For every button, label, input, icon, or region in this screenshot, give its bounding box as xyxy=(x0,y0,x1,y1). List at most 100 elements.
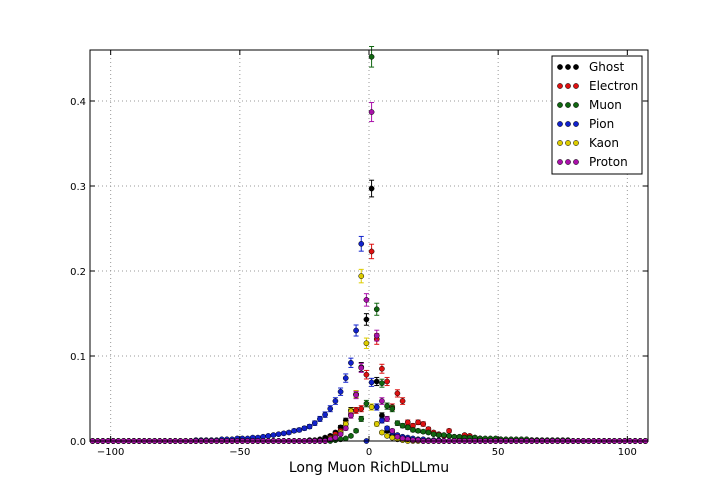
ticks: −100 −50 0 50 100 0.0 0.1 0.2 0.3 0.4 xyxy=(70,50,648,458)
data-point xyxy=(410,427,416,433)
y-tick-label: 0.4 xyxy=(70,97,86,108)
data-point xyxy=(415,419,421,426)
data-point xyxy=(358,405,365,412)
data-point xyxy=(399,422,406,429)
legend-marker xyxy=(573,83,579,89)
data-point xyxy=(379,380,385,387)
data-point xyxy=(358,365,365,371)
data-point xyxy=(353,407,359,414)
data-point xyxy=(420,421,427,427)
data-point xyxy=(337,388,344,395)
x-tick-label: 0 xyxy=(366,447,372,458)
legend-label: Pion xyxy=(589,117,614,131)
legend-marker xyxy=(565,64,571,70)
legend: Ghost Electron Muon Pion Kaon Proton xyxy=(551,55,643,175)
x-tick-label: 100 xyxy=(618,447,637,458)
legend-marker xyxy=(573,102,579,108)
x-tick-label: −50 xyxy=(229,447,250,458)
data-point xyxy=(342,425,349,432)
data-point xyxy=(384,378,390,385)
legend-marker xyxy=(573,159,579,165)
data-point xyxy=(348,433,354,439)
x-tick-label: 50 xyxy=(492,447,505,458)
data-point xyxy=(358,416,365,422)
legend-marker xyxy=(565,83,571,89)
data-point xyxy=(420,428,427,435)
data-point xyxy=(446,427,452,434)
data-point xyxy=(441,432,447,438)
legend-marker xyxy=(573,140,579,146)
data-point xyxy=(399,398,406,404)
legend-marker xyxy=(557,140,563,146)
legend-marker xyxy=(557,121,563,127)
data-point xyxy=(373,332,380,339)
data-point xyxy=(368,404,375,410)
data-point xyxy=(384,425,390,432)
data-point xyxy=(373,421,380,427)
data-point xyxy=(425,429,432,436)
data-point xyxy=(368,185,375,192)
data-point xyxy=(342,375,349,381)
data-point xyxy=(301,425,308,432)
data-point xyxy=(286,429,292,436)
data-point xyxy=(317,416,323,422)
data-point xyxy=(363,297,370,303)
data-point xyxy=(363,371,370,378)
data-point xyxy=(322,411,328,418)
legend-item-proton: Proton xyxy=(557,155,628,169)
legend-label: Proton xyxy=(589,155,628,169)
data-point xyxy=(265,433,272,439)
data-point xyxy=(353,392,359,398)
y-tick-label: 0.3 xyxy=(70,182,86,193)
data-point xyxy=(270,432,277,438)
legend-marker xyxy=(557,102,563,108)
data-point xyxy=(404,419,411,426)
legend-marker xyxy=(557,83,563,89)
data-point xyxy=(379,417,385,424)
data-point xyxy=(311,420,318,426)
data-point xyxy=(368,109,375,115)
y-tick-label: 0.0 xyxy=(70,437,86,448)
data-point xyxy=(379,429,385,436)
data-point xyxy=(384,433,390,439)
legend-marker xyxy=(565,102,571,108)
data-point xyxy=(358,273,365,279)
legend-item-electron: Electron xyxy=(557,79,638,93)
data-point xyxy=(275,431,282,438)
data-point xyxy=(353,427,359,434)
data-point xyxy=(342,435,349,442)
data-point xyxy=(332,434,339,441)
data-point xyxy=(306,423,313,430)
data-point xyxy=(394,390,401,397)
data-point xyxy=(389,434,396,441)
data-point xyxy=(384,403,390,409)
data-point xyxy=(373,378,380,385)
y-tick-label: 0.2 xyxy=(70,267,86,278)
legend-box xyxy=(551,55,643,175)
data-point xyxy=(394,433,401,440)
data-point xyxy=(399,435,406,442)
legend-marker xyxy=(573,64,579,70)
data-point xyxy=(368,379,375,386)
data-point xyxy=(363,316,370,323)
data-point xyxy=(410,437,416,443)
data-point xyxy=(404,424,411,431)
data-point xyxy=(368,248,375,255)
legend-item-muon: Muon xyxy=(557,98,622,112)
data-point xyxy=(379,412,385,419)
data-point xyxy=(280,430,287,437)
data-point xyxy=(363,400,370,407)
data-point xyxy=(379,365,385,372)
data-point xyxy=(394,420,401,426)
data-point xyxy=(368,53,375,60)
data-point xyxy=(291,427,297,434)
legend-label: Kaon xyxy=(589,136,619,150)
legend-label: Ghost xyxy=(589,60,624,74)
legend-marker xyxy=(565,121,571,127)
data-point xyxy=(384,416,390,422)
data-point xyxy=(373,306,380,313)
data-point xyxy=(332,398,339,404)
data-point xyxy=(379,398,385,404)
data-point xyxy=(389,427,396,434)
